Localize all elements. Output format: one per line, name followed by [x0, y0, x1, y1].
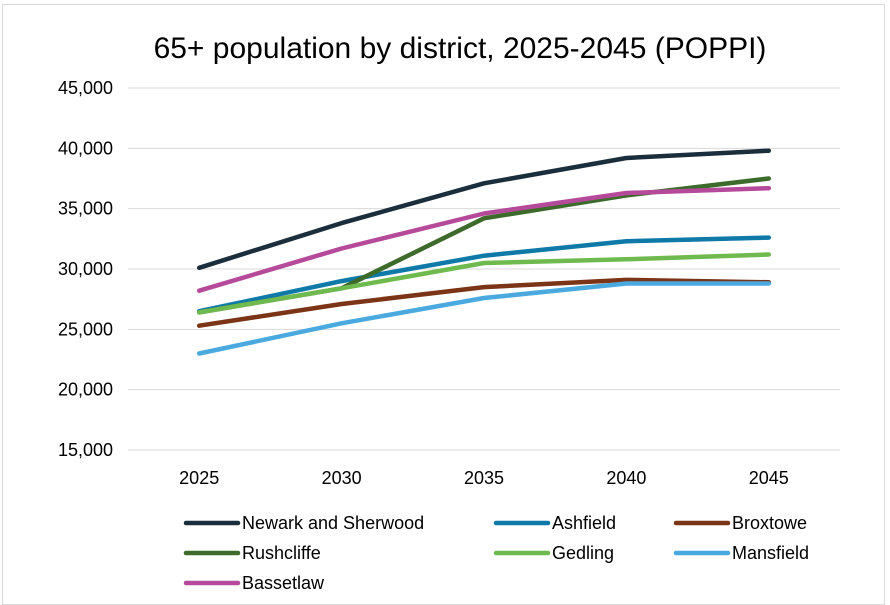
y-tick-label: 25,000 — [58, 319, 113, 339]
gridlines — [128, 87, 840, 451]
x-tick-label: 2045 — [749, 468, 789, 488]
series-line-ashfield — [196, 235, 772, 314]
legend-item: Newark and Sherwood — [183, 513, 424, 533]
legend-item: Bassetlaw — [183, 573, 325, 593]
legend-label: Bassetlaw — [242, 573, 325, 593]
legend-label: Newark and Sherwood — [242, 513, 424, 533]
series-lines — [196, 148, 772, 356]
series-line-bassetlaw — [196, 185, 772, 293]
y-tick-label: 20,000 — [58, 380, 113, 400]
y-tick-label: 45,000 — [58, 78, 113, 98]
legend-item: Broxtowe — [673, 513, 807, 533]
legend-label: Ashfield — [552, 513, 616, 533]
x-axis-ticks: 2025 2030 2035 2040 2045 — [179, 468, 789, 488]
series-line-mansfield — [196, 281, 772, 356]
x-tick-label: 2035 — [464, 468, 504, 488]
legend-label: Gedling — [552, 543, 614, 563]
legend-label: Mansfield — [732, 543, 809, 563]
series-line-newark-and-sherwood — [196, 148, 772, 271]
y-tick-label: 40,000 — [58, 138, 113, 158]
y-tick-label: 30,000 — [58, 259, 113, 279]
legend-item: Mansfield — [673, 543, 809, 563]
legend-item: Ashfield — [493, 513, 616, 533]
y-tick-label: 35,000 — [58, 199, 113, 219]
legend-item: Gedling — [493, 543, 614, 563]
legend-label: Rushcliffe — [242, 543, 321, 563]
legend-item: Rushcliffe — [183, 543, 321, 563]
series-line-broxtowe — [196, 277, 772, 328]
y-tick-label: 15,000 — [58, 440, 113, 460]
legend: Newark and Sherwood Ashfield Broxtowe Rushc… — [183, 513, 809, 593]
x-tick-label: 2030 — [322, 468, 362, 488]
x-tick-label: 2025 — [179, 468, 219, 488]
legend-label: Broxtowe — [732, 513, 807, 533]
chart-title: 65+ population by district, 2025-2045 (P… — [154, 32, 767, 65]
series-line-gedling — [196, 252, 772, 315]
y-axis-ticks: 15,000 20,000 25,000 30,000 35,000 40,000 45,0… — [58, 78, 113, 460]
x-tick-label: 2040 — [606, 468, 646, 488]
